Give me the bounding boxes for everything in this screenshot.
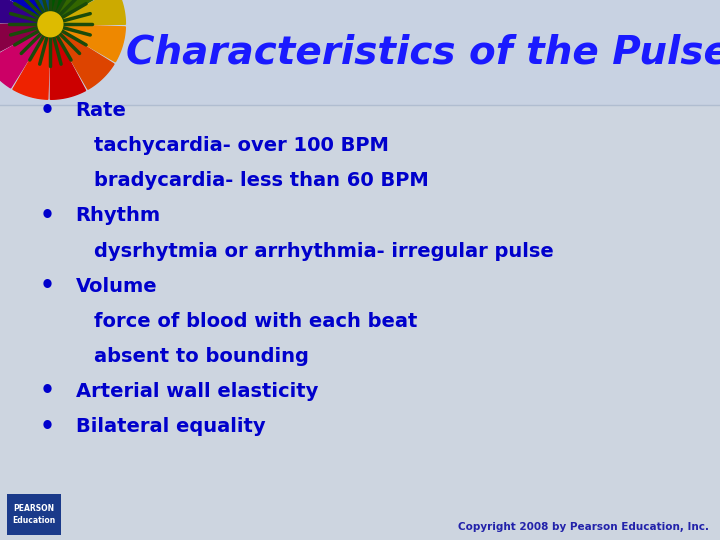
Polygon shape xyxy=(50,24,86,99)
Polygon shape xyxy=(50,0,88,24)
Text: Arterial wall elasticity: Arterial wall elasticity xyxy=(76,382,318,401)
Bar xyxy=(0,0,720,105)
Text: Bilateral equality: Bilateral equality xyxy=(76,417,265,436)
Polygon shape xyxy=(0,0,50,24)
Text: •: • xyxy=(40,204,55,228)
Text: Characteristics of the Pulse: Characteristics of the Pulse xyxy=(126,33,720,72)
Text: force of blood with each beat: force of blood with each beat xyxy=(94,312,417,331)
Polygon shape xyxy=(0,0,50,24)
Text: tachycardia- over 100 BPM: tachycardia- over 100 BPM xyxy=(94,136,389,156)
Ellipse shape xyxy=(37,11,63,37)
Polygon shape xyxy=(0,24,50,88)
Text: •: • xyxy=(40,274,55,298)
Polygon shape xyxy=(0,24,50,59)
Text: Volume: Volume xyxy=(76,276,157,296)
Polygon shape xyxy=(50,0,125,24)
Text: •: • xyxy=(40,415,55,438)
Text: Rate: Rate xyxy=(76,101,127,120)
Polygon shape xyxy=(15,0,50,24)
Polygon shape xyxy=(50,24,114,89)
Bar xyxy=(7,494,61,535)
Polygon shape xyxy=(50,0,115,24)
Text: •: • xyxy=(40,380,55,403)
Text: PEARSON
Education: PEARSON Education xyxy=(12,504,56,525)
Text: absent to bounding: absent to bounding xyxy=(94,347,308,366)
Text: Copyright 2008 by Pearson Education, Inc.: Copyright 2008 by Pearson Education, Inc… xyxy=(458,522,709,531)
Polygon shape xyxy=(50,24,125,62)
Text: •: • xyxy=(40,99,55,123)
Text: bradycardia- less than 60 BPM: bradycardia- less than 60 BPM xyxy=(94,171,428,191)
Text: dysrhytmia or arrhythmia- irregular pulse: dysrhytmia or arrhythmia- irregular puls… xyxy=(94,241,554,261)
Text: Rhythm: Rhythm xyxy=(76,206,161,226)
Polygon shape xyxy=(13,24,50,99)
